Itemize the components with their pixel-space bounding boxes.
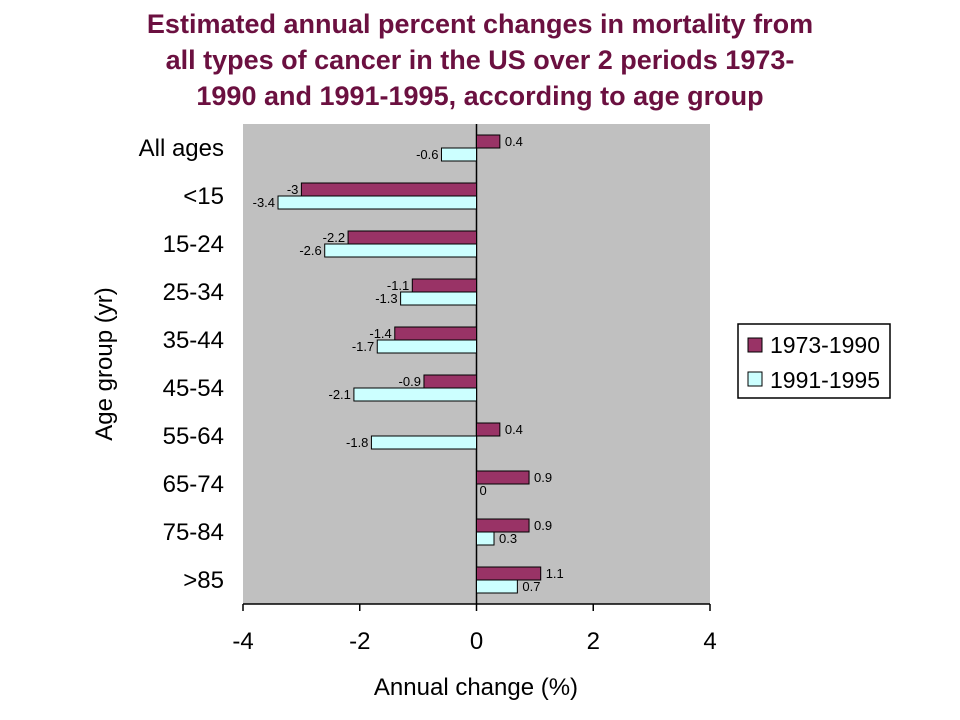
bar-series-1 [411,278,478,293]
category-label: 15-24 [163,231,224,258]
legend-box [737,323,891,399]
legend-swatch-series-2 [747,371,763,387]
data-label-series-1: 1.1 [546,566,564,581]
x-tick-label: -4 [232,628,253,655]
category-label: All ages [139,135,224,162]
data-label-series-1: 0.4 [505,134,523,149]
category-label: >85 [183,567,224,594]
bar-series-1 [300,182,477,197]
data-label-series-2: 0 [480,483,487,498]
x-tick-label: 2 [587,628,600,655]
x-tick-label: 4 [703,628,716,655]
data-label-series-2: 0.7 [522,579,540,594]
chart-title: Estimated annual percent changes in mort… [40,6,920,114]
bar-series-2 [376,339,478,354]
data-label-series-1: -2.2 [323,230,345,245]
legend-label-series-1: 1973-1990 [770,332,880,358]
data-label-series-2: 0.3 [499,531,517,546]
category-labels: All ages <15 15-24 25-34 35-44 45-54 55-64 65-7… [139,135,224,594]
data-label-series-1: 0.9 [534,518,552,533]
chart-title-line-2: all types of cancer in the US over 2 per… [165,45,795,75]
data-label-series-1: -0.9 [399,374,421,389]
data-label-series-2: -0.6 [416,147,438,162]
data-label-series-2: -2.6 [299,243,321,258]
bar-series-2 [476,531,495,546]
bar-series-2 [324,243,477,258]
data-labels: 0.4 -0.6 -3 -3.4 -2.2-2.6 -1.1-1.3 -1.4-1.7 -0.… [253,134,564,594]
legend: 1973-1990 1991-1995 [737,323,891,399]
bar-series-1 [476,470,530,485]
category-label: <15 [183,183,224,210]
data-label-series-2: -1.3 [375,291,397,306]
data-label-series-2: -1.8 [346,435,368,450]
data-label-series-1: 0.4 [505,422,523,437]
x-tick-label: 0 [470,628,483,655]
x-axis-ticks: -4 -2 0 2 4 [232,604,717,655]
bar-series-2 [353,387,478,402]
bar-series-1 [476,518,530,533]
data-label-series-1: 0.9 [534,470,552,485]
legend-label-series-2: 1991-1995 [770,367,880,393]
category-label: 35-44 [163,327,224,354]
data-label-series-1: -1.1 [387,278,409,293]
legend-swatch-series-1 [747,337,763,353]
category-label: 55-64 [163,423,224,450]
x-tick-label: -2 [349,628,370,655]
category-label: 25-34 [163,279,224,306]
x-axis-title: Annual change (%) [374,674,578,701]
bar-series-1 [476,422,501,437]
bar-series-1 [476,134,501,149]
bar-series-2 [400,291,477,306]
bar-series-2 [370,435,477,450]
data-label-series-2: -2.1 [329,387,351,402]
bar-series-2 [440,147,478,162]
category-label: 75-84 [163,519,224,546]
bars [277,134,542,594]
y-axis-title: Age group (yr) [91,287,118,440]
bar-series-1 [347,230,478,245]
data-label-series-1: -1.4 [369,326,391,341]
category-label: 65-74 [163,471,224,498]
chart-title-line-1: Estimated annual percent changes in mort… [146,9,814,39]
bar-series-2 [277,195,477,210]
bar-series-1 [394,326,477,341]
category-label: 45-54 [163,375,224,402]
bar-series-1 [423,374,477,389]
bar-series-2 [476,579,518,594]
data-label-series-2: -1.7 [352,339,374,354]
chart-title-line-3: 1990 and 1991-1995, according to age gro… [196,81,764,111]
data-label-series-1: -3 [287,182,299,197]
data-label-series-2: -3.4 [253,195,275,210]
